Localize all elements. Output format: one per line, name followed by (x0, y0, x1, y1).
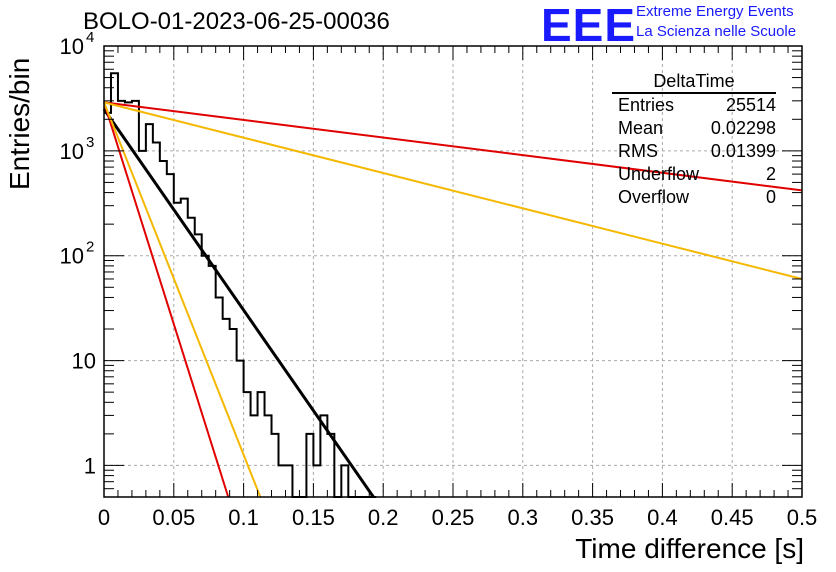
page-title: BOLO-01-2023-06-25-00036 (83, 8, 390, 35)
stats-value: 0 (765, 187, 776, 207)
y-axis-label: Entries/bin (4, 58, 44, 190)
series-line (103, 102, 262, 498)
x-tick-label: 0.15 (292, 505, 335, 530)
series-line (103, 101, 803, 192)
x-tick-label: 0.5 (787, 505, 818, 530)
fit-lines (102, 101, 803, 498)
stats-row: Entries 25514 (612, 94, 776, 117)
histogram (104, 72, 377, 498)
logo-caption: Extreme Energy Events La Scienza nelle S… (636, 2, 796, 42)
eee-logo: EEE (541, 0, 637, 51)
stats-row: Underflow 2 (612, 163, 776, 186)
y-tick-label: 10 (72, 349, 96, 374)
y-tick-label: 10 (60, 244, 84, 269)
series-line (103, 101, 803, 280)
x-tick-label: 0 (98, 505, 110, 530)
stats-value: 25514 (725, 95, 776, 115)
stats-label: Entries (618, 95, 675, 115)
y-tick-label: 1 (84, 453, 96, 478)
stats-label: Underflow (618, 164, 700, 184)
stats-label: Overflow (618, 187, 690, 207)
stats-value: 2 (765, 164, 776, 184)
stats-row: Mean 0.02298 (612, 117, 776, 140)
stats-row: Overflow 0 (612, 186, 776, 209)
y-tick-label: 10 (60, 34, 84, 59)
x-tick-label: 0.45 (711, 505, 754, 530)
x-tick-label: 0.25 (432, 505, 475, 530)
logo-line-1: Extreme Energy Events (636, 3, 794, 20)
axis-ticks (103, 45, 803, 498)
stats-title: DeltaTime (612, 70, 776, 94)
logo-line-2: La Scienza nelle Scuole (636, 23, 797, 40)
x-tick-label: 0.3 (508, 505, 539, 530)
stats-label: RMS (618, 141, 658, 161)
stats-row: RMS 0.01399 (612, 140, 776, 163)
y-tick-label: 10 (60, 139, 84, 164)
x-tick-label: 0.2 (368, 505, 399, 530)
y-tick-exponent: 3 (86, 134, 94, 151)
y-tick-exponent: 2 (86, 239, 94, 256)
x-tick-label: 0.35 (571, 505, 614, 530)
x-tick-label: 0.1 (228, 505, 259, 530)
tick-labels: 0 0.05 0.1 0.15 0.2 0.25 0.3 0.35 0.4 0.45 0.5 1 10 1… (60, 29, 818, 530)
x-tick-label: 0.05 (152, 505, 195, 530)
stats-label: Mean (618, 118, 664, 138)
stats-value: 0.02298 (710, 118, 776, 138)
series-line (103, 102, 230, 498)
y-tick-exponent: 4 (86, 29, 94, 46)
series-line (102, 108, 375, 498)
x-axis-label: Time difference [s] (575, 533, 804, 564)
y-axis-label-text: Entries/bin (4, 57, 35, 190)
histogram-steps (104, 72, 377, 498)
stats-value: 0.01399 (710, 141, 776, 161)
stats-box: DeltaTime Entries 25514 Mean 0.02298 RMS 0.… (612, 70, 776, 209)
x-tick-label: 0.4 (647, 505, 678, 530)
